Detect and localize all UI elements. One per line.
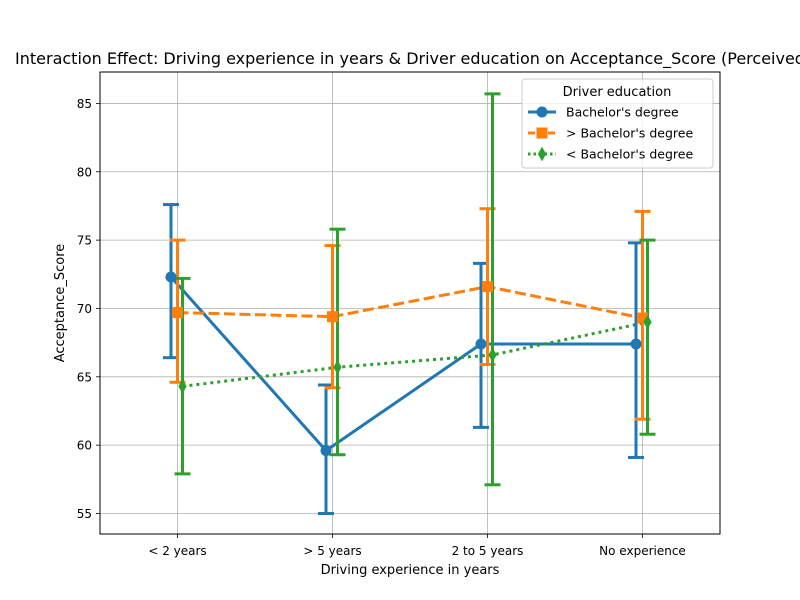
data-point-bachelor-s-degree (320, 445, 332, 457)
data-point-bachelor-s-degree (475, 338, 487, 350)
y-tick-label: 55 (77, 507, 92, 521)
data-point-bachelor-s-degree (178, 378, 187, 394)
series-line-bachelor-s-degree (182, 320, 648, 388)
legend-marker-bachelor-s-degree (536, 106, 548, 118)
data-point-bachelor-s-degree (172, 307, 183, 319)
legend-label-bachelor-s-degree: < Bachelor's degree (566, 147, 693, 162)
plot-frame (99, 71, 721, 535)
series-lines (169, 276, 648, 453)
data-point-bachelor-s-degree (630, 338, 642, 350)
legend-marker-bachelor-s-degree (537, 146, 547, 162)
axis-ticks: < 2 years > 5 years 2 to 5 years No experie… (77, 97, 686, 558)
legend-marker-bachelor-s-degree (536, 127, 548, 139)
x-axis-label: Driving experience in years (321, 563, 500, 578)
series-line-bachelor-s-degree (177, 285, 643, 320)
series-line-bachelor-s-degree (169, 276, 636, 453)
data-point-bachelor-s-degree (333, 359, 342, 375)
legend-label-bachelor-s-degree: Bachelor's degree (566, 105, 679, 120)
error-bars (163, 92, 656, 515)
chart-title: Interaction Effect: Driving experience i… (15, 49, 800, 69)
y-tick-label: 65 (77, 370, 92, 384)
legend: Driver education Bachelor's degree > Bach… (521, 78, 714, 169)
y-tick-label: 85 (77, 97, 92, 111)
legend-title: Driver education (563, 85, 672, 100)
data-point-bachelor-s-degree (637, 312, 648, 324)
data-point-bachelor-s-degree (643, 314, 652, 330)
y-tick-label: 70 (77, 302, 92, 316)
x-tick-label: < 2 years (148, 544, 206, 558)
y-axis-label: Acceptance_Score (53, 244, 68, 363)
legend-box (521, 78, 714, 169)
data-point-bachelor-s-degree (165, 271, 177, 283)
data-point-bachelor-s-degree (482, 281, 493, 293)
x-tick-label: > 5 years (303, 544, 361, 558)
y-tick-label: 80 (77, 165, 92, 179)
y-tick-label: 75 (77, 234, 92, 248)
series-markers (165, 271, 652, 457)
x-tick-label: No experience (599, 544, 686, 558)
y-tick-label: 60 (77, 439, 92, 453)
data-point-bachelor-s-degree (488, 347, 497, 363)
x-tick-label: 2 to 5 years (452, 544, 524, 558)
data-point-bachelor-s-degree (327, 311, 338, 323)
legend-label-bachelor-s-degree: > Bachelor's degree (566, 126, 693, 141)
